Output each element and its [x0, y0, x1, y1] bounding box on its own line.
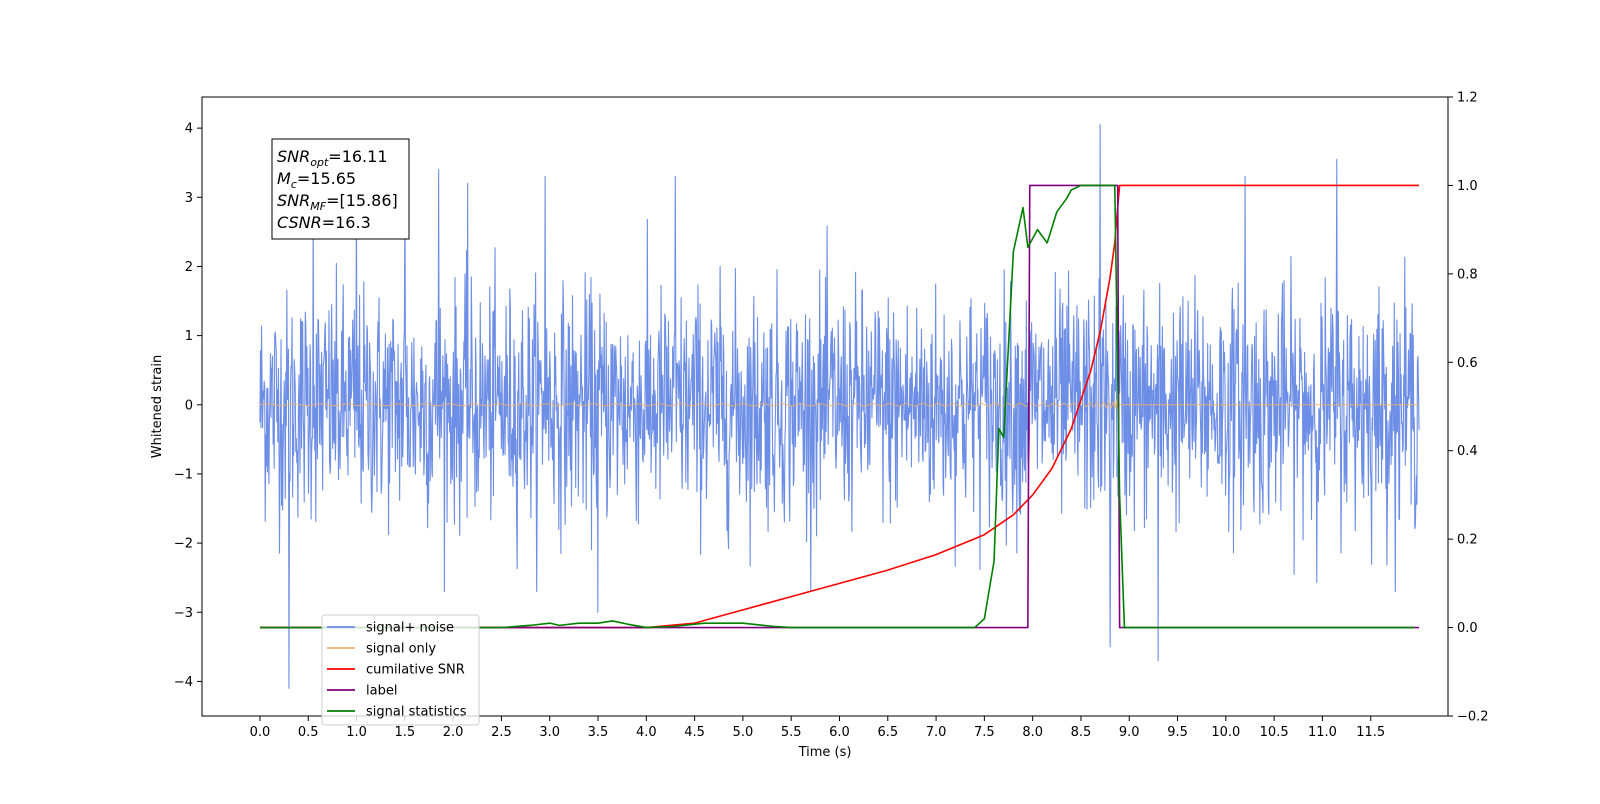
- x-tick-label: 3.5: [588, 725, 609, 740]
- y-tick-label: 2: [185, 260, 193, 275]
- x-tick-label: 10.5: [1260, 725, 1289, 740]
- x-tick-label: 5.0: [733, 725, 754, 740]
- info-box: SNRopt=16.11Mc=15.65SNRMF=[15.86]CSNR=16…: [271, 138, 410, 240]
- y-tick-label: 0: [185, 398, 193, 413]
- y-tick-label: −4: [174, 675, 193, 690]
- series-line-signal-statistics: [259, 184, 1415, 629]
- x-tick-label: 4.5: [684, 725, 705, 740]
- x-tick-label: 7.0: [926, 725, 947, 740]
- y-axis-right: −0.2 0.0 0.2 0.4 0.6 0.8 1.0 1.2: [1448, 91, 1489, 725]
- legend: signal+ noise signal only cumilative SNR la…: [321, 614, 480, 726]
- x-tick-label: 0.0: [250, 725, 271, 740]
- legend-label: signal statistics: [366, 705, 467, 720]
- series-line-signal-only: [259, 399, 1420, 410]
- y-tick-label: 4: [185, 122, 193, 137]
- x-tick-label: 2.5: [491, 725, 512, 740]
- y2-tick-label: 0.0: [1457, 621, 1478, 636]
- x-tick-label: 6.5: [877, 725, 898, 740]
- y2-tick-label: 1.2: [1457, 91, 1478, 106]
- y2-tick-label: 0.6: [1457, 356, 1478, 371]
- x-tick-label: 4.0: [636, 725, 657, 740]
- x-tick-label: 8.0: [1022, 725, 1043, 740]
- x-tick-label: 9.5: [1167, 725, 1188, 740]
- y-tick-label: −2: [174, 537, 193, 552]
- plot-frame: [201, 96, 1449, 717]
- x-tick-label: 10.0: [1211, 725, 1240, 740]
- legend-label: cumilative SNR: [366, 663, 465, 678]
- x-axis-label: Time (s): [798, 745, 852, 760]
- y2-tick-label: 0.8: [1457, 267, 1478, 282]
- info-line: SNRMF=[15.86]: [277, 191, 398, 213]
- x-axis: 0.0 0.5 1.0 1.5 2.0 2.5 3.0 3.5 4.0 4.5 5.0 5.5 6.0 6…: [250, 716, 1385, 740]
- y2-tick-label: 0.4: [1457, 444, 1478, 459]
- y-tick-label: −1: [174, 467, 193, 482]
- info-box-frame: [271, 138, 410, 240]
- legend-label: signal only: [366, 642, 436, 657]
- info-line: SNRopt=16.11: [277, 147, 388, 169]
- y2-tick-label: −0.2: [1457, 710, 1489, 725]
- x-tick-label: 7.5: [974, 725, 995, 740]
- x-tick-label: 11.0: [1308, 725, 1337, 740]
- y-tick-label: 3: [185, 191, 193, 206]
- x-tick-label: 9.0: [1119, 725, 1140, 740]
- x-tick-label: 2.0: [443, 725, 464, 740]
- x-tick-label: 3.0: [539, 725, 560, 740]
- y2-tick-label: 0.2: [1457, 533, 1478, 548]
- x-tick-label: 0.5: [298, 725, 319, 740]
- y-tick-label: 1: [185, 329, 193, 344]
- y-axis-left: −4 −3 −2 −1 0 1 2 3 4: [174, 122, 202, 690]
- x-tick-label: 1.0: [346, 725, 367, 740]
- y-tick-label: −3: [174, 606, 193, 621]
- legend-label: signal+ noise: [366, 621, 454, 636]
- series-line-signal-noise: [259, 124, 1420, 689]
- series-line-cumilative-snr: [259, 184, 1420, 629]
- x-tick-label: 11.5: [1356, 725, 1385, 740]
- x-tick-label: 1.5: [394, 725, 415, 740]
- x-tick-label: 6.0: [829, 725, 850, 740]
- legend-frame: [321, 614, 480, 726]
- legend-label: label: [366, 684, 397, 699]
- x-tick-label: 5.5: [781, 725, 802, 740]
- x-tick-label: 8.5: [1071, 725, 1092, 740]
- info-line: Mc=15.65: [277, 169, 356, 191]
- plot-series: [259, 124, 1420, 689]
- y2-tick-label: 1.0: [1457, 179, 1478, 194]
- info-line: CSNR=16.3: [277, 213, 371, 232]
- y-axis-label: Whitened strain: [150, 355, 165, 458]
